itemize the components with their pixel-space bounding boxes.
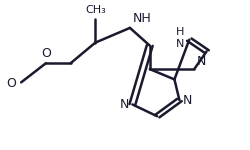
Text: CH₃: CH₃ [85, 5, 106, 15]
Text: NH: NH [132, 12, 151, 25]
Text: O: O [6, 77, 16, 90]
Text: N: N [119, 98, 129, 111]
Text: H
N: H N [176, 27, 184, 49]
Text: N: N [183, 94, 192, 106]
Text: N: N [197, 55, 206, 68]
Text: O: O [41, 47, 51, 60]
